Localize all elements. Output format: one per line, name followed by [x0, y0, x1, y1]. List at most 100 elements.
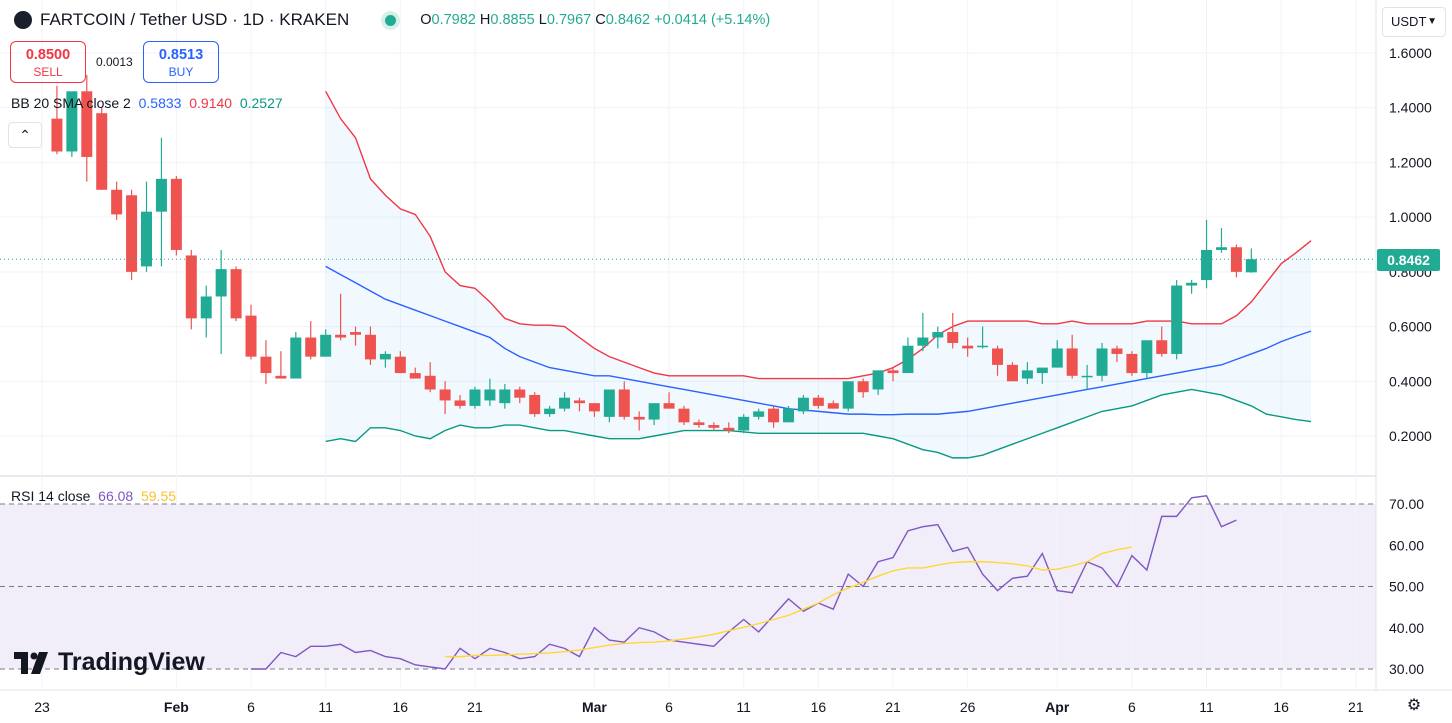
rsi-ma-line [445, 546, 1133, 658]
candle-body [424, 375, 436, 390]
candle-body [1141, 340, 1153, 374]
candle-body [1036, 367, 1048, 374]
candle-body [439, 389, 451, 401]
candle-body [111, 189, 123, 215]
candle-body [245, 315, 257, 357]
candle-body [678, 408, 690, 423]
last-price-label: 0.8462 [1377, 249, 1440, 271]
candle-body [454, 400, 466, 406]
candle-body [1156, 340, 1168, 354]
bb-upper-line [325, 90, 1312, 380]
sell-button[interactable]: 0.8500 SELL [10, 41, 86, 83]
price-axis-tick: 1.2000 [1389, 154, 1432, 170]
candle-body [738, 416, 750, 431]
symbol-title[interactable]: FARTCOIN / Tether USD · 1D · KRAKEN [40, 10, 350, 29]
candle-body [514, 389, 526, 398]
candle-body [1066, 348, 1078, 376]
candle-body [1126, 353, 1138, 374]
tradingview-logo[interactable]: TradingView [14, 648, 205, 677]
logo-text: TradingView [58, 648, 205, 676]
time-axis-tick: Mar [582, 699, 607, 715]
bb-lower-line [325, 388, 1312, 459]
spread-value: 0.0013 [96, 55, 133, 69]
time-axis-tick: Apr [1045, 699, 1070, 715]
bb-band-fill [325, 91, 1312, 458]
market-status-icon [385, 14, 397, 26]
candle-body [1006, 364, 1018, 382]
rsi-axis-tick: 30.00 [1389, 661, 1424, 677]
candle-body [364, 334, 376, 360]
rsi-axis-tick: 60.00 [1389, 537, 1424, 553]
candle-body [529, 394, 541, 415]
currency-select[interactable]: USDT ▼ [1382, 7, 1446, 37]
rsi-axis-tick: 50.00 [1389, 579, 1424, 595]
open-value: 0.7982 [431, 12, 476, 28]
time-axis-tick: 11 [318, 699, 333, 715]
candle-body [917, 337, 929, 346]
rsi-ma-value: 59.55 [140, 488, 177, 504]
candle-body [753, 411, 765, 417]
time-axis-tick: 23 [34, 699, 50, 715]
candle-body [812, 397, 824, 406]
buy-price: 0.8513 [158, 47, 204, 63]
candle-body [1245, 259, 1257, 273]
collapse-legend-button[interactable]: ⌃ [8, 122, 42, 148]
candle-body [932, 332, 944, 338]
chart-header: FARTCOIN / Tether USD · 1D · KRAKEN O0.7… [14, 10, 770, 30]
candle-body [1171, 285, 1183, 354]
chevron-up-icon: ⌃ [19, 127, 31, 143]
open-label: O [420, 12, 432, 28]
ohlc-values: O0.7982 H0.8855 L0.7967 C0.8462 +0.0414 … [420, 12, 770, 28]
time-axis-tick: 6 [247, 699, 255, 715]
candle-body [305, 337, 317, 357]
time-axis-tick: 6 [665, 699, 673, 715]
candle-body [633, 416, 645, 420]
candle-body [559, 397, 571, 409]
rsi-legend-label: RSI 14 close [11, 488, 91, 504]
price-axis-tick: 0.2000 [1389, 428, 1432, 444]
candle-body [1186, 282, 1198, 286]
candle-body [409, 373, 421, 379]
candle-body [1096, 348, 1108, 376]
candle-body [51, 118, 63, 152]
candle-body [1201, 249, 1213, 281]
low-label: L [538, 12, 547, 28]
change-value: +0.0414 (+5.14%) [654, 12, 771, 28]
candle-body [484, 389, 496, 401]
candle-body [469, 389, 481, 406]
rsi-axis-tick: 40.00 [1389, 620, 1424, 636]
candle-body [663, 403, 675, 409]
settings-gear-icon[interactable]: ⚙ [1406, 697, 1422, 714]
coin-icon [14, 11, 32, 29]
time-axis-tick: Feb [164, 699, 189, 715]
chevron-down-icon: ▼ [1427, 16, 1437, 27]
candle-body [708, 425, 720, 428]
currency-label: USDT [1391, 14, 1427, 29]
candle-body [902, 345, 914, 374]
candle-body [200, 296, 212, 319]
candle-body [827, 403, 839, 409]
candle-body [872, 370, 884, 390]
candle-body [962, 345, 974, 349]
candle-body [977, 345, 989, 348]
time-axis-tick: 26 [960, 699, 976, 715]
rsi-legend[interactable]: RSI 14 close 66.08 59.55 [11, 488, 176, 504]
candle-body [170, 178, 182, 250]
candle-body [887, 370, 899, 374]
time-axis-tick: 16 [1273, 699, 1289, 715]
time-axis-tick: 16 [393, 699, 409, 715]
candle-body [783, 408, 794, 423]
candle-body [618, 389, 630, 417]
time-axis-tick: 11 [1199, 699, 1214, 715]
buy-button[interactable]: 0.8513 BUY [143, 41, 219, 83]
candle-body [768, 408, 780, 423]
candle-body [992, 348, 1004, 365]
time-axis-tick: 21 [885, 699, 901, 715]
candle-body [603, 389, 615, 417]
candle-body [947, 332, 959, 343]
bb-legend[interactable]: BB 20 SMA close 2 0.5833 0.9140 0.2527 [11, 95, 283, 111]
sell-price: 0.8500 [25, 47, 71, 63]
close-label: C [595, 12, 606, 28]
